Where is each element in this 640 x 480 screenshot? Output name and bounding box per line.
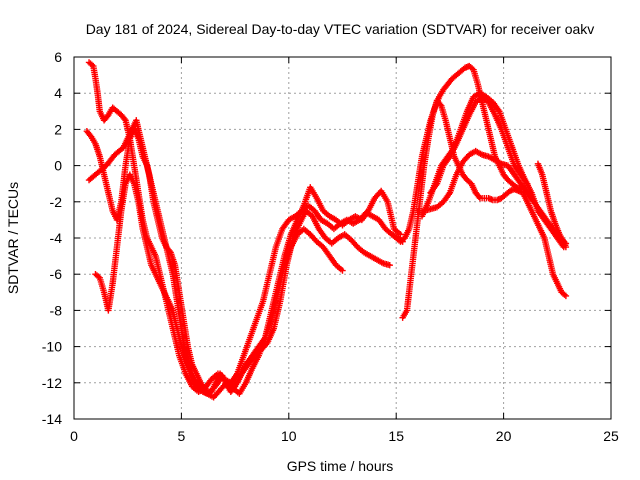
x-tick-label: 15 — [388, 428, 404, 444]
series-sat-a — [85, 59, 406, 396]
y-tick-label: -14 — [42, 411, 62, 427]
data-point — [475, 193, 483, 201]
y-tick-label: 4 — [54, 85, 62, 101]
data-point — [468, 65, 476, 72]
x-tick-label: 25 — [603, 428, 619, 444]
data-point — [121, 115, 128, 123]
x-tick-label: 20 — [496, 428, 512, 444]
y-tick-label: -10 — [42, 339, 62, 355]
series-sat-i — [427, 93, 531, 196]
data-point — [386, 261, 393, 269]
y-tick-label: 2 — [54, 121, 62, 137]
data-point — [397, 231, 404, 238]
series-sat-e — [399, 97, 570, 321]
x-tick-label: 10 — [281, 428, 297, 444]
series-sat-j — [534, 160, 570, 251]
x-tick-label: 5 — [178, 428, 186, 444]
y-tick-label: 0 — [54, 158, 62, 174]
y-tick-label: -12 — [42, 375, 62, 391]
x-tick-label: 0 — [70, 428, 78, 444]
y-tick-label: -2 — [50, 194, 63, 210]
data-point — [339, 267, 346, 274]
series-sat-b — [83, 126, 346, 397]
data-series — [83, 59, 570, 401]
y-tick-label: -4 — [50, 230, 63, 246]
data-point — [562, 243, 570, 251]
data-point — [562, 292, 570, 300]
chart-title: Day 181 of 2024, Sidereal Day-to-day VTE… — [86, 21, 595, 37]
data-point — [95, 273, 102, 280]
data-point — [88, 61, 96, 69]
data-point — [561, 291, 568, 298]
y-tick-label: -6 — [50, 266, 63, 282]
y-tick-label: -8 — [50, 302, 63, 318]
axes: 0 5 10 15 20 25 -14 -12 -10 -8 -6 -4 -2 0 2 4 6 — [42, 49, 619, 444]
y-axis-label: SDTVAR / TECUs — [5, 182, 21, 294]
data-point — [524, 180, 531, 187]
y-tick-label: 6 — [54, 49, 62, 65]
series-sat-d — [92, 171, 404, 401]
x-axis-label: GPS time / hours — [287, 458, 394, 474]
